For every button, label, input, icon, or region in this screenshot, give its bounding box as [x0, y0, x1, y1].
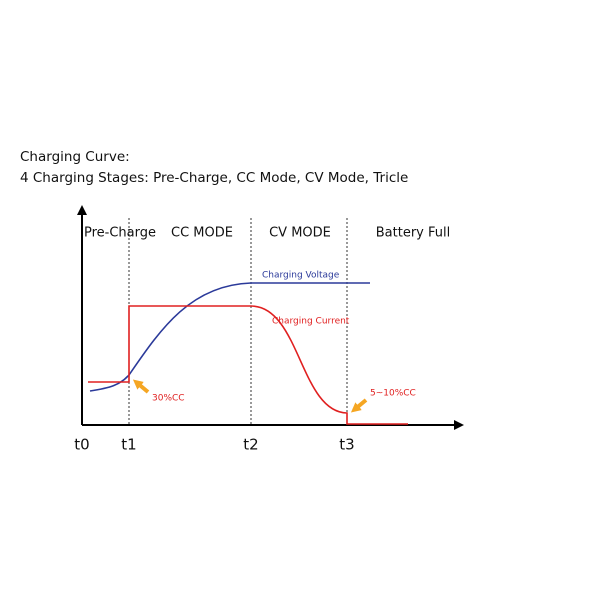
voltage-label: Charging Voltage [262, 271, 340, 281]
subtitle: 4 Charging Stages: Pre-Charge, CC Mode, … [20, 170, 408, 186]
stage-label: Pre-Charge [84, 226, 156, 241]
stage-label: CV MODE [269, 226, 331, 241]
stage-label: CC MODE [171, 226, 233, 241]
stage-dividers [128, 218, 348, 425]
arrow [132, 379, 150, 394]
time-label: t2 [243, 436, 258, 454]
current-curve [88, 305, 408, 425]
annotation: 30%CC [152, 394, 185, 404]
voltage-curve [89, 282, 370, 392]
title: Charging Curve: [20, 149, 130, 165]
time-label: t3 [339, 436, 354, 454]
annotation: 5~10%CC [370, 389, 416, 399]
arrow [350, 398, 368, 413]
current-label: Charging Current [272, 317, 350, 327]
time-label: t0 [74, 436, 89, 454]
time-label: t1 [121, 436, 136, 454]
stage-label: Battery Full [376, 226, 450, 241]
